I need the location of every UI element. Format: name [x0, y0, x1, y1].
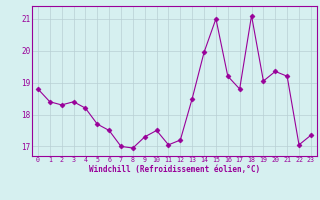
- X-axis label: Windchill (Refroidissement éolien,°C): Windchill (Refroidissement éolien,°C): [89, 165, 260, 174]
